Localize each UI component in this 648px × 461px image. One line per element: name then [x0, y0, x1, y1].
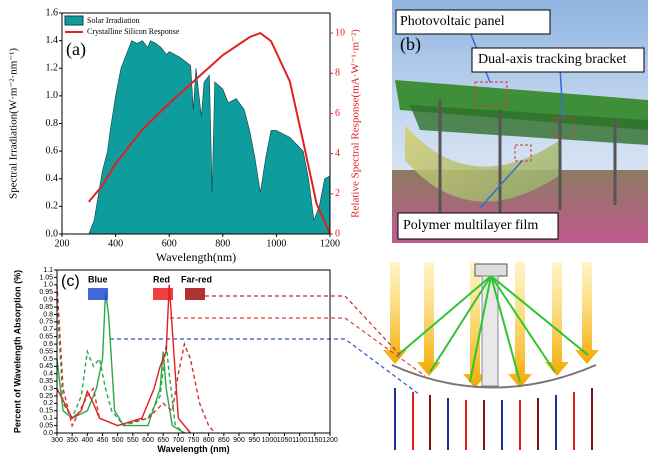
x-axis-label: Wavelength (nm) [157, 444, 229, 454]
y-tick-label: 1.1 [43, 267, 53, 274]
x-tick-label: 200 [55, 238, 70, 249]
y2-tick-label: 10 [335, 27, 345, 38]
y-tick-label: 0.6 [43, 341, 53, 348]
y-tick-label: 0.8 [46, 118, 59, 129]
line [56, 299, 185, 434]
x-tick-label: 1050 [277, 437, 293, 444]
y2-axis-label: Relative Spectral Response(mA·W⁻¹·m⁻²) [350, 29, 362, 218]
x-tick-label: 300 [51, 437, 63, 444]
x-tick-label: 450 [97, 437, 109, 444]
y-tick-label: 0.05 [39, 422, 53, 429]
photo-label: Dual-axis tracking bracket [478, 52, 627, 67]
line [88, 31, 331, 235]
y-tick-label: 0.75 [39, 319, 53, 326]
line [56, 284, 192, 434]
x-tick-label: 400 [108, 238, 123, 249]
x-tick-label: 1200 [320, 238, 340, 249]
x-tick-label: 600 [142, 437, 154, 444]
y-tick-label: 0.15 [39, 408, 53, 415]
y-tick-label: 1.4 [46, 35, 59, 46]
legend-label: Solar Irradiation [87, 16, 140, 25]
x-tick-label: 550 [127, 437, 139, 444]
x-tick-label: 600 [162, 238, 177, 249]
color-band [88, 288, 108, 300]
y-tick-label: 0.2 [43, 400, 53, 407]
y-axis-label: Spectral Irradiation(W·m⁻²·nm⁻¹) [8, 48, 20, 199]
y-tick-label: 1.2 [46, 63, 59, 74]
y-tick-label: 0.8 [43, 311, 53, 318]
line [56, 292, 185, 434]
x-tick-label: 1100 [292, 437, 307, 444]
y-tick-label: 0.55 [39, 348, 53, 355]
x-tick-label: 350 [66, 437, 78, 444]
chart: 300 350 400 450 500 550 600 650 700 750 800 850 900 9… [12, 267, 338, 454]
x-tick-label: 650 [157, 437, 169, 444]
y-tick-label: 0.7 [43, 326, 53, 333]
y2-tick-label: 4 [335, 148, 340, 159]
y-tick-label: 0.4 [46, 173, 59, 184]
y-tick-label: 0.9 [43, 296, 53, 303]
photo: Photovoltaic panel Dual-axis tracking br… [392, 0, 648, 243]
y-tick-label: 0.6 [46, 145, 59, 156]
y2-tick-label: 2 [335, 188, 340, 199]
y-tick-label: 1.05 [39, 274, 53, 281]
y-tick-label: 1.6 [46, 7, 59, 18]
transmitted-light [394, 388, 593, 450]
y-tick-label: 0.45 [39, 363, 53, 370]
x-tick-label: 950 [248, 437, 260, 444]
y-tick-label: 0.1 [43, 415, 53, 422]
color-band-label: Blue [88, 274, 108, 284]
x-tick-label: 1000 [262, 437, 278, 444]
color-band-label: Far-red [181, 274, 212, 284]
x-axis-label: Wavelength(nm) [156, 250, 236, 264]
x-tick-label: 800 [203, 437, 215, 444]
x-tick-label: 900 [233, 437, 245, 444]
y-tick-label: 0.65 [39, 334, 53, 341]
y2-tick-label: 6 [335, 108, 340, 119]
x-tick-label: 1200 [322, 437, 338, 444]
photo-label: Photovoltaic panel [400, 14, 505, 29]
y-tick-label: 0.4 [43, 371, 53, 378]
x-tick-label: 800 [215, 238, 230, 249]
x-tick-label: 1150 [307, 437, 322, 444]
y-axis-label: Percent of Wavelength Absorption (%) [12, 270, 22, 433]
chart: 200 400 600 800 1000 1200 0.0 0.2 0.4 0.6 0.8 1.0 1.… [8, 7, 362, 263]
line [56, 284, 216, 434]
y-tick-label: 0.35 [39, 378, 53, 385]
panel-label: (c) [61, 273, 80, 290]
y-tick-label: 0.85 [39, 304, 53, 311]
y-tick-label: 0.25 [39, 393, 53, 400]
color-band [185, 288, 205, 300]
y-tick-label: 0.95 [39, 289, 53, 296]
panel-label: (b) [400, 34, 421, 55]
x-tick-label: 850 [218, 437, 230, 444]
color-band-label: Red [153, 274, 170, 284]
color-band [153, 288, 173, 300]
legend-label: Crystalline Silicon Response [87, 27, 180, 36]
x-tick-label: 400 [81, 437, 93, 444]
y-tick-label: 0.3 [43, 385, 53, 392]
legend-swatch [64, 15, 84, 26]
area [88, 40, 331, 235]
y-tick-label: 0.0 [43, 430, 53, 437]
y-tick-label: 0.0 [46, 228, 59, 239]
sunlight [383, 262, 599, 388]
diagram [110, 262, 599, 450]
x-tick-label: 750 [188, 437, 200, 444]
y-tick-label: 0.5 [43, 356, 53, 363]
y-tick-label: 0.2 [46, 201, 59, 212]
y2-tick-label: 8 [335, 68, 340, 79]
panel-label: (a) [66, 39, 86, 60]
y2-tick-label: 0 [335, 228, 340, 239]
y-tick-label: 1.0 [46, 90, 59, 101]
photo-label: Polymer multilayer film [403, 218, 538, 233]
x-tick-label: 700 [172, 437, 184, 444]
y-tick-label: 1.0 [43, 282, 53, 289]
x-tick-label: 1000 [266, 238, 286, 249]
x-tick-label: 500 [112, 437, 124, 444]
